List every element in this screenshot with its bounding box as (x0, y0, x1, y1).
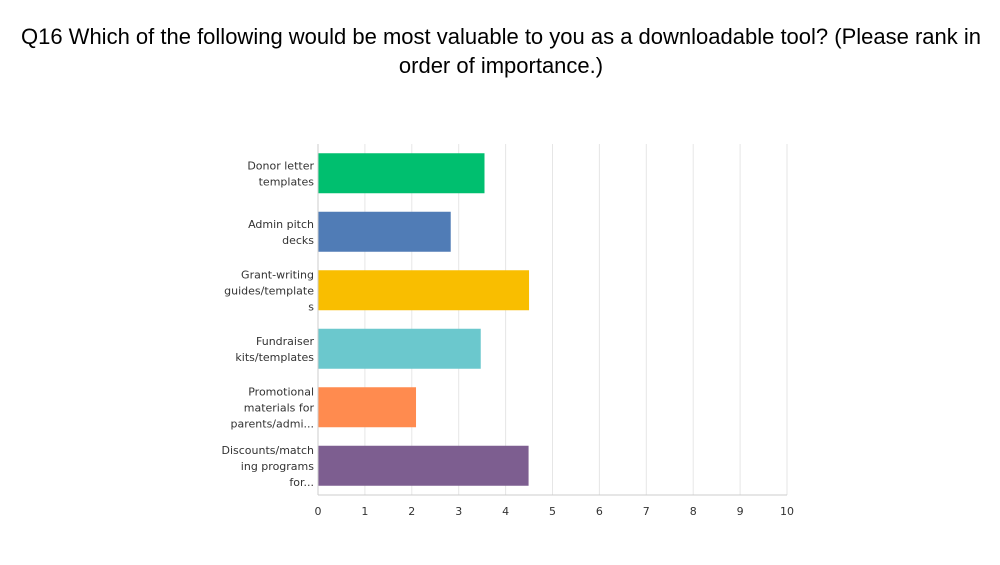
bar-2 (318, 270, 530, 311)
x-tick-label-10: 10 (780, 505, 794, 518)
x-tick-label-9: 9 (737, 505, 744, 518)
x-tick-label-7: 7 (643, 505, 650, 518)
category-label-1: Admin pitch decks (248, 218, 314, 247)
x-tick-label-5: 5 (549, 505, 556, 518)
chart-title: Q16 Which of the following would be most… (20, 24, 982, 78)
x-tick-label-6: 6 (596, 505, 603, 518)
x-tick-labels: 0 1 2 3 4 5 6 7 8 9 10 (315, 505, 795, 518)
x-tick-label-4: 4 (502, 505, 509, 518)
bar-4 (318, 387, 417, 428)
bar-1 (318, 211, 451, 252)
x-tick-label-1: 1 (361, 505, 368, 518)
category-labels: Donor letter templates Admin pitch decks Gra… (221, 159, 314, 489)
grid-lines (364, 144, 788, 495)
category-label-3: Fundraiser kits/templates (235, 335, 314, 364)
bars (318, 153, 530, 486)
bar-3 (318, 328, 481, 369)
bar-5 (318, 445, 529, 486)
category-label-0: Donor letter templates (247, 159, 314, 188)
bar-0 (318, 153, 485, 194)
x-tick-label-0: 0 (315, 505, 322, 518)
x-tick-label-3: 3 (455, 505, 462, 518)
axes (317, 144, 787, 496)
category-label-4: Promotional materials for parents/admi... (231, 385, 315, 430)
category-label-2: Grant-writing guides/template s (224, 268, 314, 313)
x-tick-label-2: 2 (408, 505, 415, 518)
category-label-5: Discounts/match ing programs for... (221, 444, 314, 489)
x-tick-label-8: 8 (690, 505, 697, 518)
